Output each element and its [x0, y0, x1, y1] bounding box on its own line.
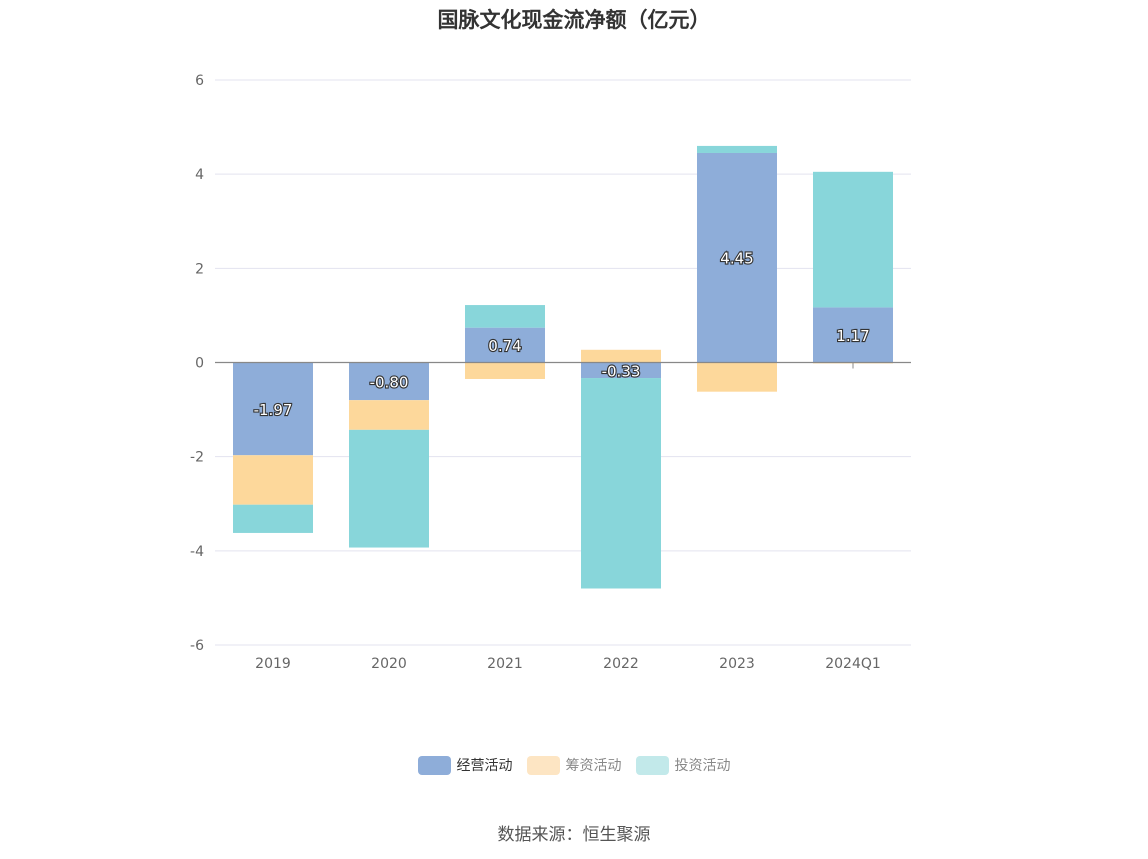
legend: 经营活动 筹资活动 投资活动 — [0, 755, 1148, 775]
y-tick-label: 2 — [195, 261, 204, 277]
bar-2019-series-1 — [233, 455, 313, 505]
data-label-2019: -1.97 — [254, 401, 293, 419]
y-tick-label: 6 — [195, 73, 204, 89]
label-layer: -1.97 -0.80 0.74 -0.33 4.45 1.17 — [252, 249, 870, 420]
bar-2022-series-0 — [581, 362, 661, 379]
legend-item-investing[interactable]: 投资活动 — [635, 755, 731, 775]
y-tick-label: -6 — [190, 638, 204, 654]
bar-2020-series-0 — [349, 362, 429, 401]
source-note: 数据来源：恒生聚源 — [497, 825, 651, 845]
bar-2021-series-2 — [465, 305, 545, 328]
chart-title: 国脉文化现金流净额（亿元） — [437, 8, 711, 32]
grid-layer — [215, 79, 911, 646]
data-label-2021: 0.74 — [488, 337, 521, 355]
x-tick-label: 2022 — [603, 656, 639, 672]
legend-label: 经营活动 — [456, 758, 513, 774]
x-tick-label: 2024Q1 — [825, 656, 881, 672]
bar-2023-series-1 — [697, 362, 777, 392]
y-tick-label: -4 — [190, 544, 204, 560]
bar-2023-series-0 — [697, 152, 777, 363]
bar-2021-series-1 — [465, 362, 545, 379]
legend-item-operating[interactable]: 经营活动 — [417, 755, 513, 775]
data-label-2024Q1: 1.17 — [836, 327, 869, 345]
axis-layer: -6 -4 -2 0 2 4 6 2019 2020 2021 2022 2023 2024Q1 — [190, 73, 911, 672]
bar-2019-series-2 — [233, 504, 313, 533]
x-tick-label: 2021 — [487, 656, 523, 672]
legend-item-financing[interactable]: 筹资活动 — [526, 755, 622, 775]
y-tick-label: 4 — [195, 167, 204, 183]
legend-swatch — [526, 755, 560, 775]
x-tick-label: 2019 — [255, 656, 291, 672]
data-label-2020: -0.80 — [370, 373, 409, 391]
y-tick-label: -2 — [190, 450, 204, 466]
bar-2019-series-0 — [233, 362, 313, 456]
x-tick-label: 2020 — [371, 656, 407, 672]
bar-2022-series-2 — [581, 378, 661, 589]
y-tick-label: 0 — [195, 356, 204, 372]
data-label-2022: -0.33 — [602, 362, 641, 380]
bar-2023-series-2 — [697, 145, 777, 153]
bar-2020-series-1 — [349, 400, 429, 430]
legend-swatch — [417, 755, 451, 775]
bar-2021-series-0 — [465, 327, 545, 363]
bar-2024Q1-series-2 — [813, 171, 893, 308]
x-tick-label: 2023 — [719, 656, 755, 672]
data-label-2023: 4.45 — [720, 250, 753, 268]
bar-2022-series-1 — [581, 349, 661, 363]
legend-label: 投资活动 — [674, 758, 731, 774]
legend-swatch — [635, 755, 669, 775]
bar-2024Q1-series-0 — [813, 307, 893, 363]
bar-2020-series-2 — [349, 429, 429, 548]
bar-layer — [233, 145, 893, 589]
legend-label: 筹资活动 — [565, 758, 622, 774]
